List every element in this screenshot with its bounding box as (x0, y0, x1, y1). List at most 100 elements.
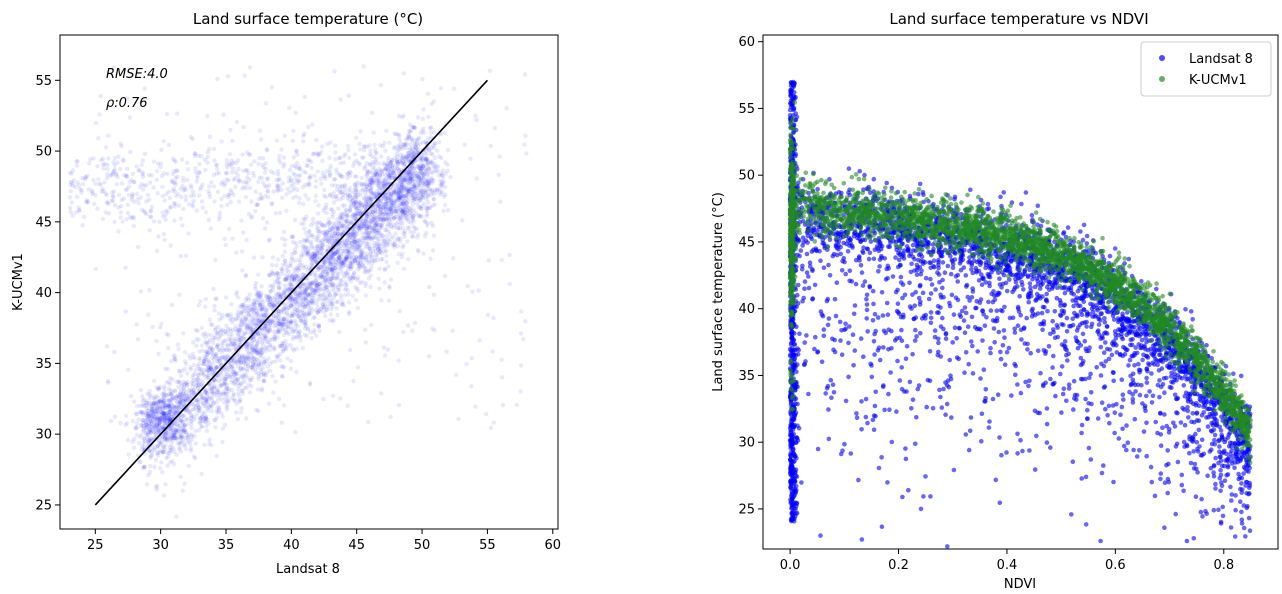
left-scatter-point (406, 225, 411, 230)
left-scatter-point (231, 392, 237, 397)
left-scatter-point (235, 309, 241, 314)
left-scatter-point (183, 253, 189, 258)
left-scatter-point (260, 366, 265, 371)
left-scatter-point (207, 194, 213, 200)
left-scatter-point (488, 425, 494, 430)
left-scatter-point (189, 413, 194, 418)
left-scatter-point (201, 372, 206, 378)
left-scatter-point (228, 200, 233, 205)
left-scatter-point (218, 383, 224, 388)
left-scatter-point (210, 395, 215, 400)
left-scatter-point (240, 152, 245, 157)
left-scatter-point (333, 183, 338, 188)
left-scatter-point (239, 319, 244, 325)
left-scatter-point (271, 170, 276, 176)
left-scatter-point (229, 190, 235, 195)
left-scatter-point (159, 439, 164, 445)
left-scatter-point (252, 301, 257, 306)
left-scatter-point (344, 270, 349, 275)
left-scatter-point (160, 214, 166, 219)
left-scatter-point (227, 151, 233, 157)
left-scatter-point (144, 431, 149, 436)
left-scatter-point (289, 163, 295, 169)
left-scatter-point (216, 390, 222, 395)
left-scatter-point (289, 234, 294, 240)
left-scatter-point (205, 114, 210, 119)
left-scatter-point (161, 493, 167, 498)
left-scatter-point (212, 308, 217, 313)
left-scatter-point (201, 358, 207, 364)
left-scatter-point (236, 338, 242, 343)
left-scatter-point (252, 159, 257, 164)
left-scatter-point (203, 210, 209, 215)
left-scatter-point (376, 242, 381, 248)
left-scatter-point (258, 373, 264, 378)
left-scatter-point (67, 195, 73, 200)
left-scatter-point (392, 145, 398, 150)
left-scatter-point (363, 281, 369, 286)
left-scatter-point (259, 175, 265, 180)
left-scatter-point (232, 336, 237, 341)
left-scatter-point (273, 273, 278, 278)
left-scatter-point (488, 143, 493, 149)
left-scatter-point (239, 353, 245, 358)
left-scatter-point (256, 161, 261, 167)
left-scatter-point (297, 166, 302, 172)
left-scatter-point (189, 380, 195, 385)
left-scatter-point (438, 192, 443, 197)
left-scatter-point (448, 174, 453, 180)
left-scatter-point (368, 284, 373, 290)
left-scatter-point (343, 282, 348, 287)
left-scatter-point (190, 189, 195, 194)
left-scatter-point (90, 191, 95, 197)
left-scatter-point (358, 147, 363, 152)
left-scatter-point (377, 286, 382, 291)
left-scatter-point (286, 175, 292, 180)
left-scatter-point (279, 271, 284, 276)
left-scatter-point (375, 191, 380, 197)
left-scatter-point (185, 167, 191, 172)
left-scatter-point (363, 340, 368, 345)
left-scatter-point (135, 244, 141, 250)
left-scatter-point (282, 242, 287, 248)
left-scatter-point (352, 201, 357, 206)
left-scatter-point (338, 259, 344, 264)
left-scatter-point (241, 230, 246, 235)
left-scatter-point (73, 210, 79, 215)
left-scatter-point (334, 167, 339, 172)
left-scatter-point (257, 156, 262, 161)
left-scatter-point (265, 364, 270, 369)
left-scatter-point (301, 169, 306, 174)
left-scatter-point (385, 242, 391, 247)
left-scatter-point (332, 292, 338, 297)
left-scatter-point (411, 213, 416, 219)
left-scatter-point (95, 164, 100, 169)
left-scatter-point (165, 171, 170, 176)
left-scatter-point (405, 177, 410, 183)
left-scatter-point (485, 312, 491, 318)
left-scatter-point (257, 128, 263, 133)
left-scatter-point (507, 281, 512, 287)
left-scatter-point (329, 267, 334, 272)
left-scatter-point (235, 158, 241, 163)
left-scatter-point (409, 165, 414, 171)
left-scatter-point (345, 171, 350, 177)
left-scatter-point (281, 365, 287, 370)
left-scatter-point (103, 210, 109, 215)
left-scatter-point (380, 168, 385, 174)
left-scatter-point (118, 215, 123, 220)
left-scatter-point (432, 140, 438, 146)
left-scatter-point (152, 415, 157, 421)
left-scatter-point (431, 99, 437, 104)
left-scatter-point (401, 208, 406, 213)
left-scatter-point (193, 166, 198, 171)
left-scatter-point (273, 211, 278, 216)
left-scatter-point (203, 304, 208, 309)
left-scatter-point (357, 162, 362, 167)
left-scatter-point (188, 183, 193, 188)
left-scatter-point (269, 262, 275, 268)
left-scatter-point (424, 230, 429, 236)
left-scatter-point (134, 164, 139, 169)
left-scatter-point (430, 203, 435, 208)
left-scatter-point (112, 219, 117, 225)
